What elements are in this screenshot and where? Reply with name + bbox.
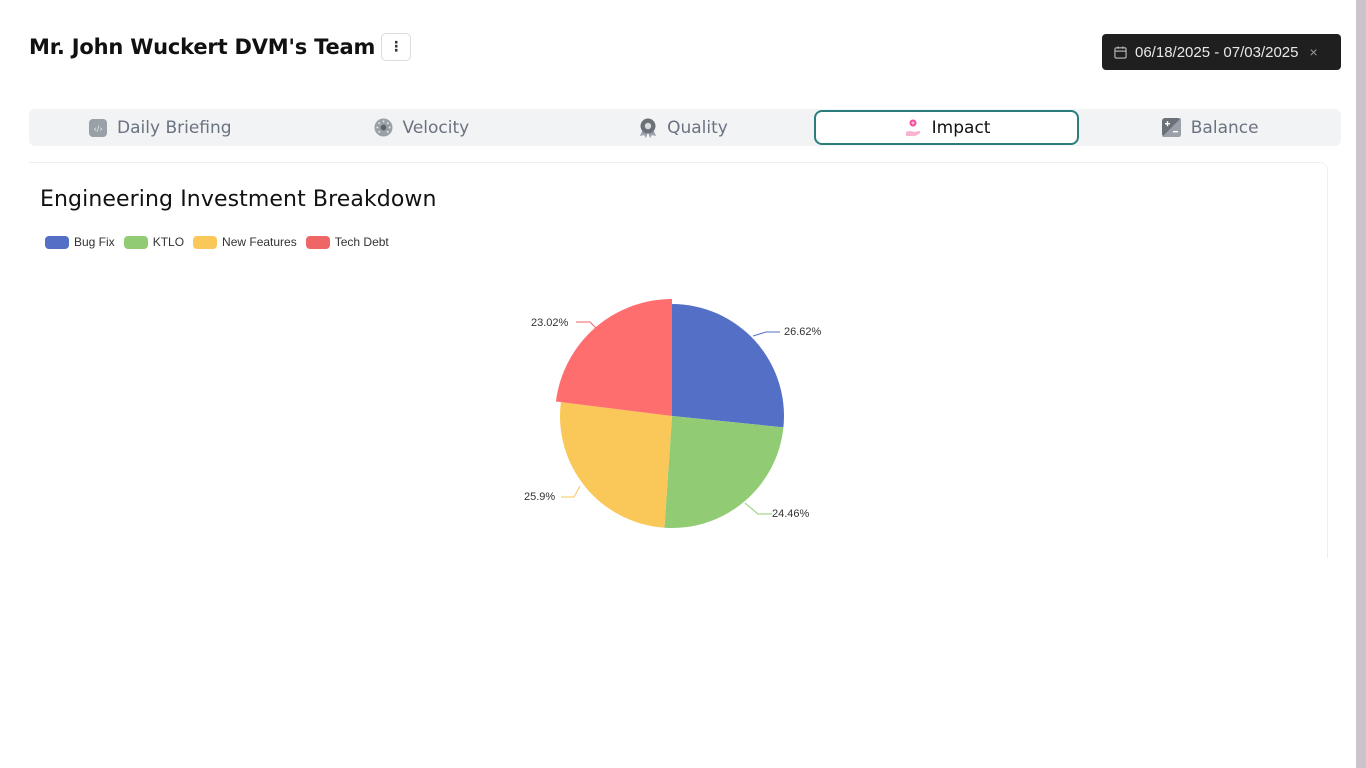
tab-velocity[interactable]: Velocity <box>291 109 553 146</box>
legend-item-tech-debt[interactable]: Tech Debt <box>305 235 389 249</box>
date-range-picker[interactable]: 06/18/2025 - 07/03/2025 × <box>1102 34 1341 70</box>
dashboard-tabs: ‹/› Daily Briefing Velocity Quality Impa… <box>29 109 1341 146</box>
clear-date-icon[interactable]: × <box>1309 44 1318 60</box>
tab-label: Quality <box>667 117 728 138</box>
legend-label: KTLO <box>152 235 185 249</box>
legend-swatch <box>45 235 69 249</box>
tab-balance[interactable]: Balance <box>1079 109 1341 146</box>
vertical-scrollbar[interactable] <box>1356 0 1366 768</box>
legend-item-ktlo[interactable]: KTLO <box>123 235 185 249</box>
legend-swatch <box>305 235 330 249</box>
svg-text:‹/›: ‹/› <box>93 124 102 133</box>
more-options-button[interactable]: ⋮ <box>381 33 412 61</box>
legend-swatch <box>123 235 148 249</box>
tab-label: Daily Briefing <box>117 117 232 138</box>
legend-item-bug-fix[interactable]: Bug Fix <box>45 235 115 249</box>
tab-label: Velocity <box>402 117 470 138</box>
calendar-icon <box>1114 45 1127 59</box>
award-icon <box>638 118 658 138</box>
investment-breakdown-card: Engineering Investment Breakdown Bug Fix… <box>29 162 1328 558</box>
gauge-icon <box>374 118 394 138</box>
code-icon: ‹/› <box>88 118 108 138</box>
tab-quality[interactable]: Quality <box>552 109 814 146</box>
page-header: Mr. John Wuckert DVM's Team ⋮ <box>29 33 412 61</box>
tab-impact[interactable]: Impact <box>813 110 1080 145</box>
chart-legend: Bug Fix KTLO New Features Tech Debt <box>45 235 398 249</box>
date-range-value: 06/18/2025 - 07/03/2025 <box>1135 43 1299 61</box>
chart-title: Engineering Investment Breakdown <box>40 187 437 212</box>
tab-daily-briefing[interactable]: ‹/› Daily Briefing <box>29 109 291 146</box>
hand-heart-icon <box>903 118 923 138</box>
tab-label: Impact <box>931 117 991 138</box>
legend-swatch <box>193 235 218 249</box>
team-title: Mr. John Wuckert DVM's Team <box>29 35 376 59</box>
legend-label: Bug Fix <box>74 235 115 249</box>
legend-label: Tech Debt <box>334 235 389 249</box>
plus-minus-icon <box>1162 118 1182 138</box>
more-vertical-icon: ⋮ <box>389 39 404 55</box>
tab-label: Balance <box>1190 117 1259 138</box>
legend-item-new-features[interactable]: New Features <box>193 235 297 249</box>
legend-label: New Features <box>222 235 297 249</box>
